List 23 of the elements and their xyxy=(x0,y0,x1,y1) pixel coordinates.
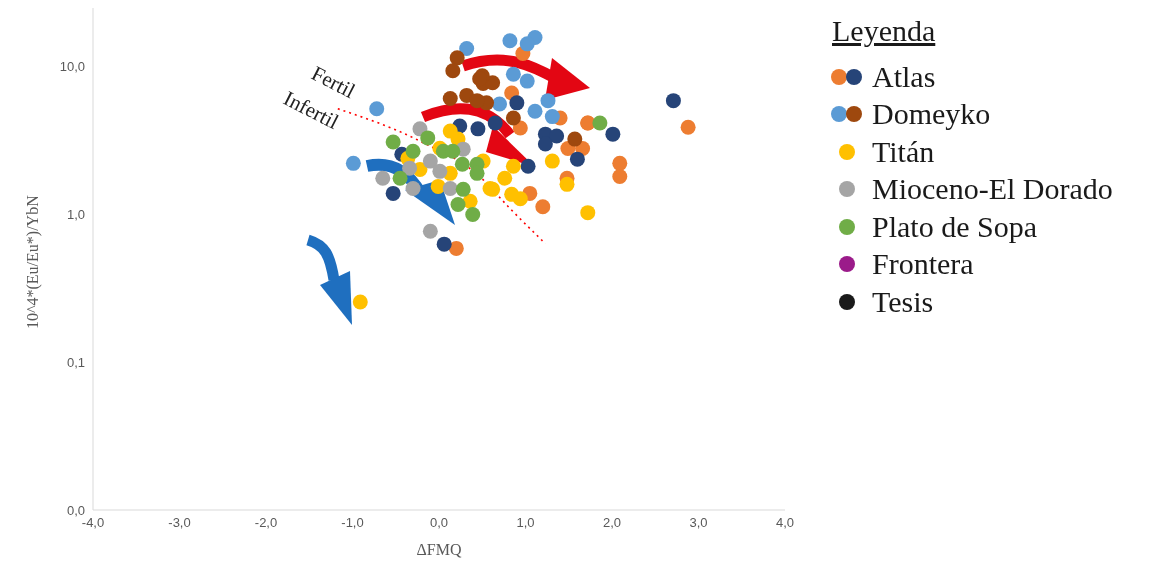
x-axis-title: ΔFMQ xyxy=(416,541,462,558)
legend-title: Leyenda xyxy=(832,14,937,48)
y-axis-title: 10^4*(Eu/Eu*)/YbN xyxy=(23,194,42,329)
legend-label: Tesis xyxy=(872,284,934,319)
x-tick-label: 0,0 xyxy=(429,515,449,531)
y-tick-label: 10,0 xyxy=(59,59,85,75)
legend-label: Atlas xyxy=(872,59,936,94)
legend-label: Frontera xyxy=(872,247,974,282)
legend-label: Domeyko xyxy=(872,97,991,132)
x-tick-label: 3,0 xyxy=(689,515,708,531)
y-tick-label: 1,0 xyxy=(66,207,85,223)
x-tick-label: 1,0 xyxy=(516,515,535,531)
y-tick-label: 0,0 xyxy=(66,502,85,518)
x-tick-label: -4,0 xyxy=(81,515,105,531)
x-tick-label: -2,0 xyxy=(254,515,278,531)
x-tick-label: 4,0 xyxy=(775,515,795,531)
x-tick-label: -1,0 xyxy=(341,515,364,531)
legend-label: Titán xyxy=(872,134,935,169)
x-tick-label: 2,0 xyxy=(602,515,622,531)
legend-label: Mioceno-El Dorado xyxy=(872,172,1113,207)
legend-label: Plato de Sopa xyxy=(872,209,1037,244)
y-tick-label: 0,1 xyxy=(66,354,85,370)
x-tick-label: -3,0 xyxy=(168,515,191,531)
